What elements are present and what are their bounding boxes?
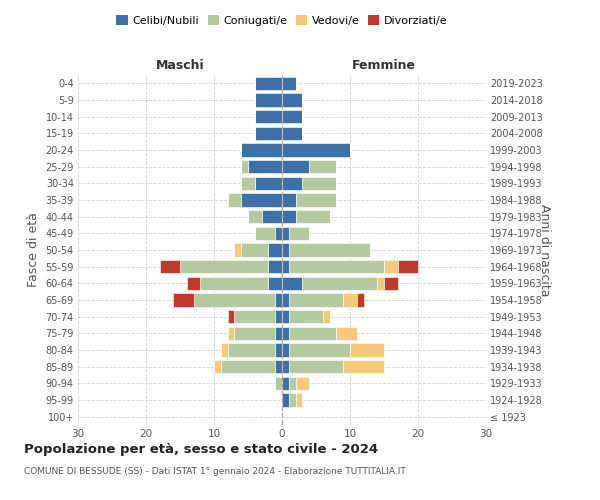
Bar (275, 344, 282, 356)
Bar (289, 294, 343, 306)
Bar (227, 326, 235, 340)
Bar (282, 126, 302, 140)
Bar (296, 394, 302, 406)
Bar (282, 376, 289, 390)
Text: Femmine: Femmine (352, 58, 416, 71)
Bar (173, 294, 194, 306)
Bar (377, 276, 384, 290)
Bar (282, 394, 289, 406)
Bar (289, 310, 323, 324)
Bar (282, 244, 289, 256)
Bar (282, 360, 289, 374)
Bar (296, 210, 329, 224)
Bar (343, 360, 384, 374)
Bar (289, 394, 296, 406)
Bar (282, 276, 302, 290)
Bar (350, 344, 384, 356)
Bar (337, 326, 357, 340)
Bar (289, 344, 350, 356)
Bar (282, 294, 289, 306)
Y-axis label: Fasce di età: Fasce di età (27, 212, 40, 288)
Bar (282, 344, 289, 356)
Bar (187, 276, 200, 290)
Bar (262, 210, 282, 224)
Bar (241, 244, 268, 256)
Bar (275, 376, 282, 390)
Bar (160, 260, 180, 274)
Bar (282, 110, 302, 124)
Bar (289, 360, 343, 374)
Bar (282, 226, 289, 240)
Bar (235, 326, 275, 340)
Bar (241, 160, 248, 173)
Bar (384, 276, 398, 290)
Text: Maschi: Maschi (155, 58, 205, 71)
Bar (255, 94, 282, 106)
Bar (255, 176, 282, 190)
Bar (255, 126, 282, 140)
Bar (282, 76, 296, 90)
Y-axis label: Anni di nascita: Anni di nascita (538, 204, 551, 296)
Bar (289, 260, 384, 274)
Bar (282, 260, 289, 274)
Legend: Celibi/Nubili, Coniugati/e, Vedovi/e, Divorziati/e: Celibi/Nubili, Coniugati/e, Vedovi/e, Di… (112, 10, 452, 30)
Bar (323, 310, 329, 324)
Bar (282, 210, 296, 224)
Bar (384, 260, 398, 274)
Text: Popolazione per età, sesso e stato civile - 2024: Popolazione per età, sesso e stato civil… (24, 442, 378, 456)
Bar (268, 260, 282, 274)
Bar (398, 260, 418, 274)
Bar (241, 144, 282, 156)
Bar (282, 194, 296, 206)
Bar (241, 176, 255, 190)
Bar (296, 376, 309, 390)
Bar (241, 194, 282, 206)
Bar (282, 326, 289, 340)
Bar (275, 360, 282, 374)
Bar (282, 176, 302, 190)
Bar (255, 110, 282, 124)
Bar (343, 294, 357, 306)
Bar (309, 160, 337, 173)
Bar (248, 160, 282, 173)
Bar (255, 76, 282, 90)
Text: COMUNE DI BESSUDE (SS) - Dati ISTAT 1° gennaio 2024 - Elaborazione TUTTITALIA.IT: COMUNE DI BESSUDE (SS) - Dati ISTAT 1° g… (24, 468, 406, 476)
Bar (296, 194, 337, 206)
Bar (282, 310, 289, 324)
Bar (289, 326, 337, 340)
Bar (235, 244, 241, 256)
Bar (275, 310, 282, 324)
Bar (255, 226, 275, 240)
Bar (227, 310, 235, 324)
Bar (282, 94, 302, 106)
Bar (302, 276, 377, 290)
Bar (268, 276, 282, 290)
Bar (275, 294, 282, 306)
Bar (289, 226, 309, 240)
Bar (214, 360, 221, 374)
Bar (302, 176, 337, 190)
Bar (282, 144, 350, 156)
Bar (227, 194, 241, 206)
Bar (282, 160, 309, 173)
Bar (357, 294, 364, 306)
Bar (275, 226, 282, 240)
Bar (275, 326, 282, 340)
Bar (289, 244, 370, 256)
Bar (227, 344, 275, 356)
Bar (289, 376, 296, 390)
Bar (200, 276, 268, 290)
Bar (194, 294, 275, 306)
Bar (221, 360, 275, 374)
Bar (180, 260, 268, 274)
Bar (268, 244, 282, 256)
Bar (248, 210, 262, 224)
Bar (235, 310, 275, 324)
Bar (221, 344, 227, 356)
